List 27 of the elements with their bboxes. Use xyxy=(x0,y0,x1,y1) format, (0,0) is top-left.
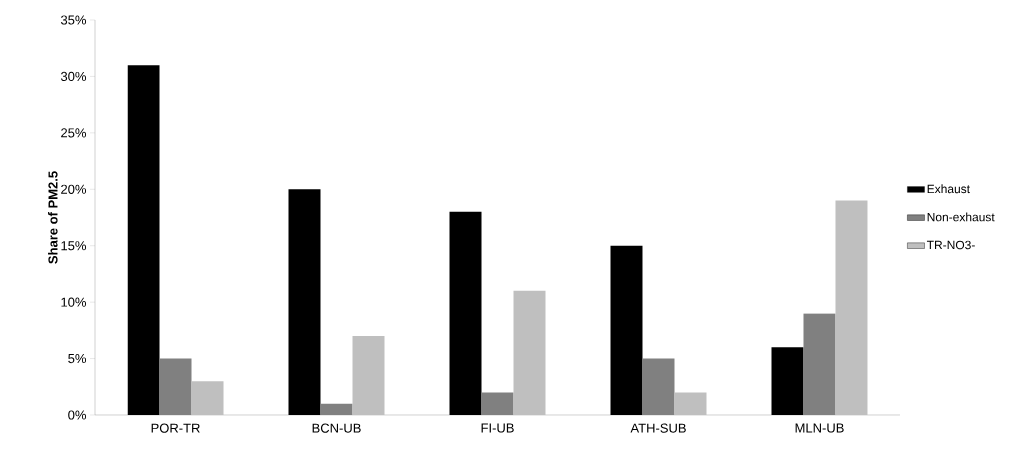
x-tick-label: BCN-UB xyxy=(312,423,361,433)
x-tick-label: ATH-SUB xyxy=(630,423,686,433)
bar xyxy=(610,245,643,415)
bar xyxy=(352,335,385,415)
bar xyxy=(835,200,868,415)
y-tick-label: 0% xyxy=(68,410,87,420)
y-tick-label: 25% xyxy=(61,128,87,138)
bar xyxy=(674,392,707,415)
y-tick-label: 30% xyxy=(60,71,87,82)
y-axis-title: Share of PM2.5 xyxy=(48,171,58,264)
x-tick-label: POR-TR xyxy=(151,423,200,433)
x-tick-label: FI-UB xyxy=(481,423,514,433)
y-tick-label: 5% xyxy=(68,353,87,364)
legend-label: TR-NO3- xyxy=(926,240,975,250)
bar xyxy=(191,381,224,415)
y-tick-label: 35% xyxy=(60,15,87,25)
legend-label: Exhaust xyxy=(927,184,970,194)
y-tick-label: 15% xyxy=(61,241,87,251)
bar xyxy=(127,65,160,415)
bar xyxy=(449,211,482,415)
bar xyxy=(771,347,804,415)
bar xyxy=(513,290,546,415)
x-tick-label: MLN-UB xyxy=(795,423,844,433)
y-tick-label: 10% xyxy=(61,297,87,307)
bar xyxy=(288,189,321,415)
y-tick-label: 20% xyxy=(61,184,87,194)
legend-label: Non-exhaust xyxy=(927,212,995,222)
